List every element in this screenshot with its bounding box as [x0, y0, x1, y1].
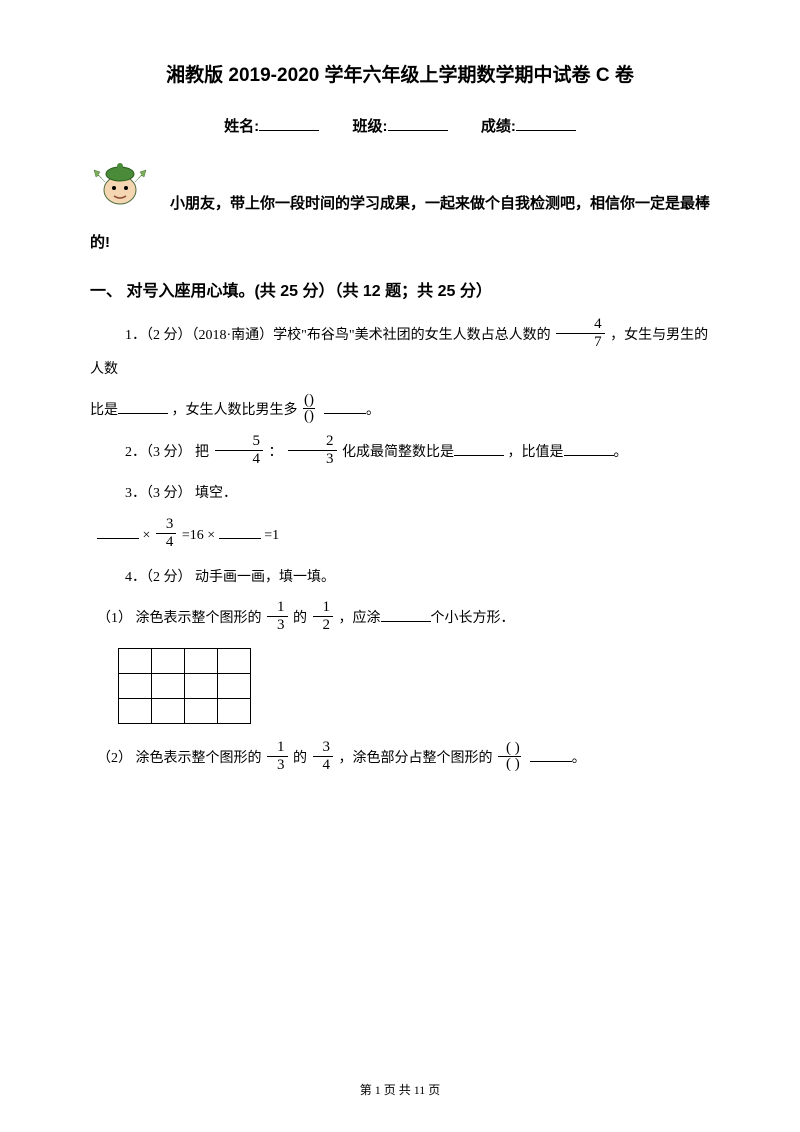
q2-frac-2-3: 2 3 — [288, 434, 337, 467]
question-1-line2: 比是 ，女生人数比男生多 () () 。 — [90, 394, 710, 428]
class-label: 班级: — [353, 118, 388, 135]
q4s2-mid1: 的 — [293, 751, 311, 766]
page-footer: 第 1 页 共 11 页 — [0, 1081, 800, 1098]
q1-line2a: 比是 — [90, 403, 118, 418]
intro-row: 小朋友，带上你一段时间的学习成果，一起来做个自我检测吧，相信你一定是最棒 — [90, 160, 710, 220]
class-blank[interactable] — [388, 116, 448, 131]
q3-eq1: =16 × — [182, 528, 219, 543]
q4s2-frac-1-3: 1 3 — [267, 740, 288, 773]
q4s2-frac-3-4: 3 4 — [313, 740, 334, 773]
q2-mid2: ，比值是 — [504, 445, 564, 460]
question-4-sub2: （2） 涂色表示整个图形的 1 3 的 3 4 ，涂色部分占整个图形的 ( ) … — [90, 742, 710, 776]
q4s1-mid2: ，应涂 — [339, 611, 381, 626]
q4s1-frac-1-2: 1 2 — [313, 600, 334, 633]
q4s2-frac-paren: ( ) ( ) — [498, 741, 521, 772]
question-3-eq: × 3 4 =16 × =1 — [90, 519, 710, 553]
question-2: 2．（3 分） 把 5 4 ： 2 3 化成最简整数比是 ，比值是 。 — [90, 436, 710, 470]
header-fields: 姓名: 班级: 成绩: — [90, 115, 710, 136]
question-1-line1: 1．（2 分）（2018·南通）学校"布谷鸟"美术社团的女生人数占总人数的 4 … — [90, 319, 710, 386]
q2-blank-2[interactable] — [564, 443, 614, 456]
q2-colon: ： — [269, 445, 283, 460]
q2-frac-5-4: 5 4 — [215, 434, 264, 467]
q1-tail: 。 — [366, 403, 380, 418]
intro-text-1: 小朋友，带上你一段时间的学习成果，一起来做个自我检测吧，相信你一定是最棒 — [170, 187, 710, 220]
question-3-label: 3．（3 分） 填空． — [90, 477, 710, 511]
q2-mid: 化成最简整数比是 — [342, 445, 454, 460]
q4s2-mid2: ，涂色部分占整个图形的 — [339, 751, 497, 766]
q2-tail: 。 — [614, 445, 628, 460]
q3-blank-2[interactable] — [219, 526, 261, 539]
q3-blank-1[interactable] — [97, 526, 139, 539]
q4s1-prefix: （1） 涂色表示整个图形的 — [97, 611, 265, 626]
q2-blank-1[interactable] — [454, 443, 504, 456]
q1-frac-paren: () () — [303, 393, 315, 424]
q4s1-blank[interactable] — [381, 609, 431, 622]
section-1-header: 一、 对号入座用心填。(共 25 分）（共 12 题；共 25 分） — [90, 277, 710, 301]
q1-blank-1[interactable] — [118, 401, 168, 414]
question-4-sub1: （1） 涂色表示整个图形的 1 3 的 1 2 ，应涂 个小长方形． — [90, 602, 710, 636]
avatar-icon — [90, 160, 150, 220]
score-blank[interactable] — [516, 116, 576, 131]
q1-blank-2[interactable] — [324, 401, 366, 414]
q4s2-blank[interactable] — [530, 749, 572, 762]
q1-prefix: 1．（2 分）（2018·南通）学校"布谷鸟"美术社团的女生人数占总人数的 — [125, 328, 551, 343]
grid-3x4 — [118, 648, 710, 724]
q4s2-prefix: （2） 涂色表示整个图形的 — [97, 751, 265, 766]
question-4-label: 4．（2 分） 动手画一画，填一填。 — [90, 561, 710, 595]
q3-frac-3-4: 3 4 — [156, 517, 177, 550]
q4s1-tail: 个小长方形． — [431, 611, 515, 626]
name-label: 姓名: — [224, 118, 259, 135]
q4s1-mid1: 的 — [293, 611, 311, 626]
q4s1-frac-1-3: 1 3 — [267, 600, 288, 633]
name-blank[interactable] — [259, 116, 319, 131]
score-label: 成绩: — [481, 118, 516, 135]
q2-prefix: 2．（3 分） 把 — [125, 445, 213, 460]
exam-title: 湘教版 2019-2020 学年六年级上学期数学期中试卷 C 卷 — [90, 60, 710, 87]
q3-eq2: =1 — [264, 528, 279, 543]
page: 湘教版 2019-2020 学年六年级上学期数学期中试卷 C 卷 姓名: 班级:… — [0, 0, 800, 1132]
q4s2-tail: 。 — [572, 751, 586, 766]
q1-line2b: ，女生人数比男生多 — [168, 403, 298, 418]
q1-frac-4-7: 4 7 — [556, 317, 605, 350]
intro-text-2: 的! — [90, 226, 710, 259]
